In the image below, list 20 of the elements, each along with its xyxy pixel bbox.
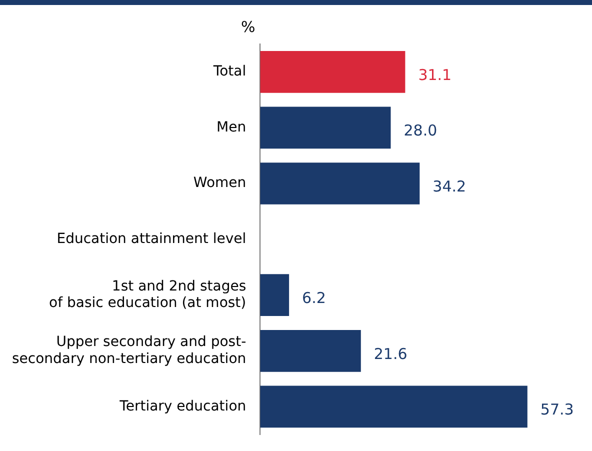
y-tick-label: Total (212, 64, 246, 80)
bar (260, 386, 528, 428)
data-label: 31.1 (418, 66, 452, 84)
bar (260, 50, 406, 93)
data-label: 28.0 (404, 122, 438, 140)
data-label: 57.3 (540, 400, 574, 419)
y-tick-label: Men (216, 119, 246, 136)
bar (260, 330, 361, 372)
data-label: 21.6 (374, 344, 408, 363)
data-label: 6.2 (302, 288, 326, 307)
y-tick-label: 1st and 2nd stages of basic education (at most) (49, 278, 246, 312)
x-axis-title: % (241, 18, 256, 36)
y-tick-label: Upper secondary and post- secondary non-tertiary education (12, 334, 246, 367)
y-tick-label: Education attainment level (56, 230, 246, 247)
y-tick-label: Women (193, 175, 246, 192)
bar (260, 106, 391, 149)
y-tick-label: Tertiary education (118, 398, 246, 414)
bar (260, 274, 290, 316)
bar (260, 162, 420, 204)
data-label: 34.2 (432, 177, 466, 196)
